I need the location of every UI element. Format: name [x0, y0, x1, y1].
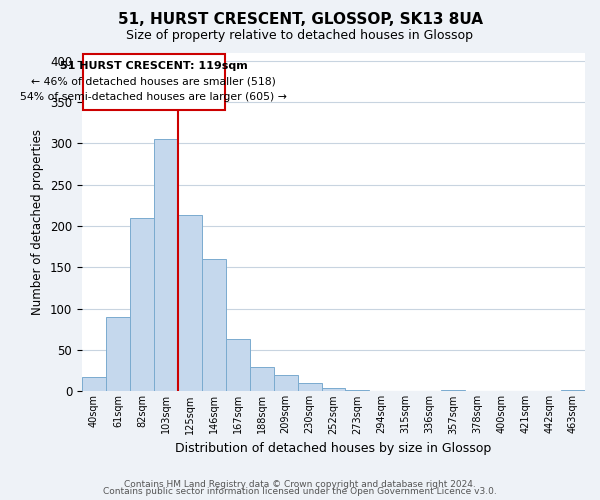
Bar [226, 340, 250, 392]
Bar [82, 378, 106, 392]
Bar [370, 390, 394, 392]
Bar [346, 390, 370, 392]
Bar [250, 366, 274, 392]
Bar [561, 390, 585, 392]
Bar [202, 259, 226, 392]
FancyBboxPatch shape [83, 54, 224, 110]
Bar [106, 317, 130, 392]
Text: ← 46% of detached houses are smaller (518): ← 46% of detached houses are smaller (51… [31, 76, 277, 86]
Text: 51, HURST CRESCENT, GLOSSOP, SK13 8UA: 51, HURST CRESCENT, GLOSSOP, SK13 8UA [118, 12, 482, 28]
Bar [130, 218, 154, 392]
Bar [441, 390, 465, 392]
Bar [322, 388, 346, 392]
Text: Contains public sector information licensed under the Open Government Licence v3: Contains public sector information licen… [103, 488, 497, 496]
Text: Size of property relative to detached houses in Glossop: Size of property relative to detached ho… [127, 29, 473, 42]
Text: Contains HM Land Registry data © Crown copyright and database right 2024.: Contains HM Land Registry data © Crown c… [124, 480, 476, 489]
Bar [154, 140, 178, 392]
Bar [298, 383, 322, 392]
X-axis label: Distribution of detached houses by size in Glossop: Distribution of detached houses by size … [175, 442, 491, 455]
Bar [178, 216, 202, 392]
Y-axis label: Number of detached properties: Number of detached properties [31, 129, 44, 315]
Text: 51 HURST CRESCENT: 119sqm: 51 HURST CRESCENT: 119sqm [60, 60, 248, 70]
Text: 54% of semi-detached houses are larger (605) →: 54% of semi-detached houses are larger (… [20, 92, 287, 102]
Bar [274, 375, 298, 392]
